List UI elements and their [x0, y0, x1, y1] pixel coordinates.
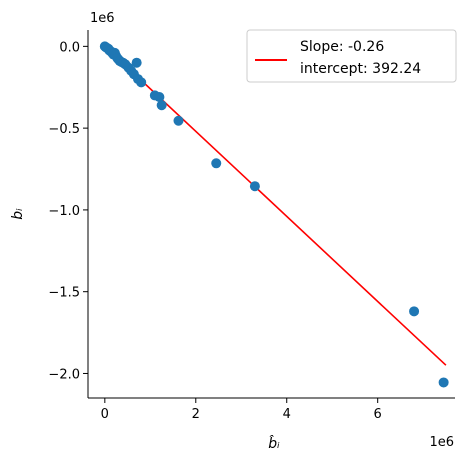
- y-offset-label: 1e6: [90, 11, 115, 26]
- x-tick-label: 4: [283, 407, 291, 422]
- x-tick-label: 2: [192, 407, 200, 422]
- data-point: [156, 100, 167, 111]
- data-point: [173, 115, 184, 126]
- x-offset-label: 1e6: [429, 435, 454, 450]
- tick-group: 0 2 4 6 0.0 −0.5 −1.0 −1.5 −2.0: [48, 40, 381, 422]
- legend: Slope: -0.26 intercept: 392.24: [246, 29, 457, 83]
- data-point: [131, 57, 142, 68]
- x-axis-label: b̂ᵢ: [268, 435, 280, 452]
- y-axis-label: bᵢ: [10, 208, 26, 220]
- data-point: [249, 181, 260, 192]
- y-tick-label: −1.5: [48, 286, 80, 301]
- data-point: [438, 377, 449, 388]
- x-tick-label: 0: [101, 407, 109, 422]
- point-group: [99, 41, 449, 388]
- data-point: [409, 306, 420, 317]
- y-tick-label: −0.5: [48, 122, 80, 137]
- data-point: [154, 92, 165, 103]
- legend-entry-slope: Slope: -0.26: [300, 39, 384, 55]
- y-tick-label: −2.0: [48, 367, 80, 382]
- data-point: [136, 77, 147, 88]
- x-tick-label: 6: [374, 407, 382, 422]
- data-point: [211, 158, 222, 169]
- legend-box: [246, 29, 457, 83]
- legend-entry-intercept: intercept: 392.24: [300, 61, 421, 77]
- y-tick-label: −1.0: [48, 204, 80, 219]
- y-tick-label: 0.0: [59, 40, 80, 55]
